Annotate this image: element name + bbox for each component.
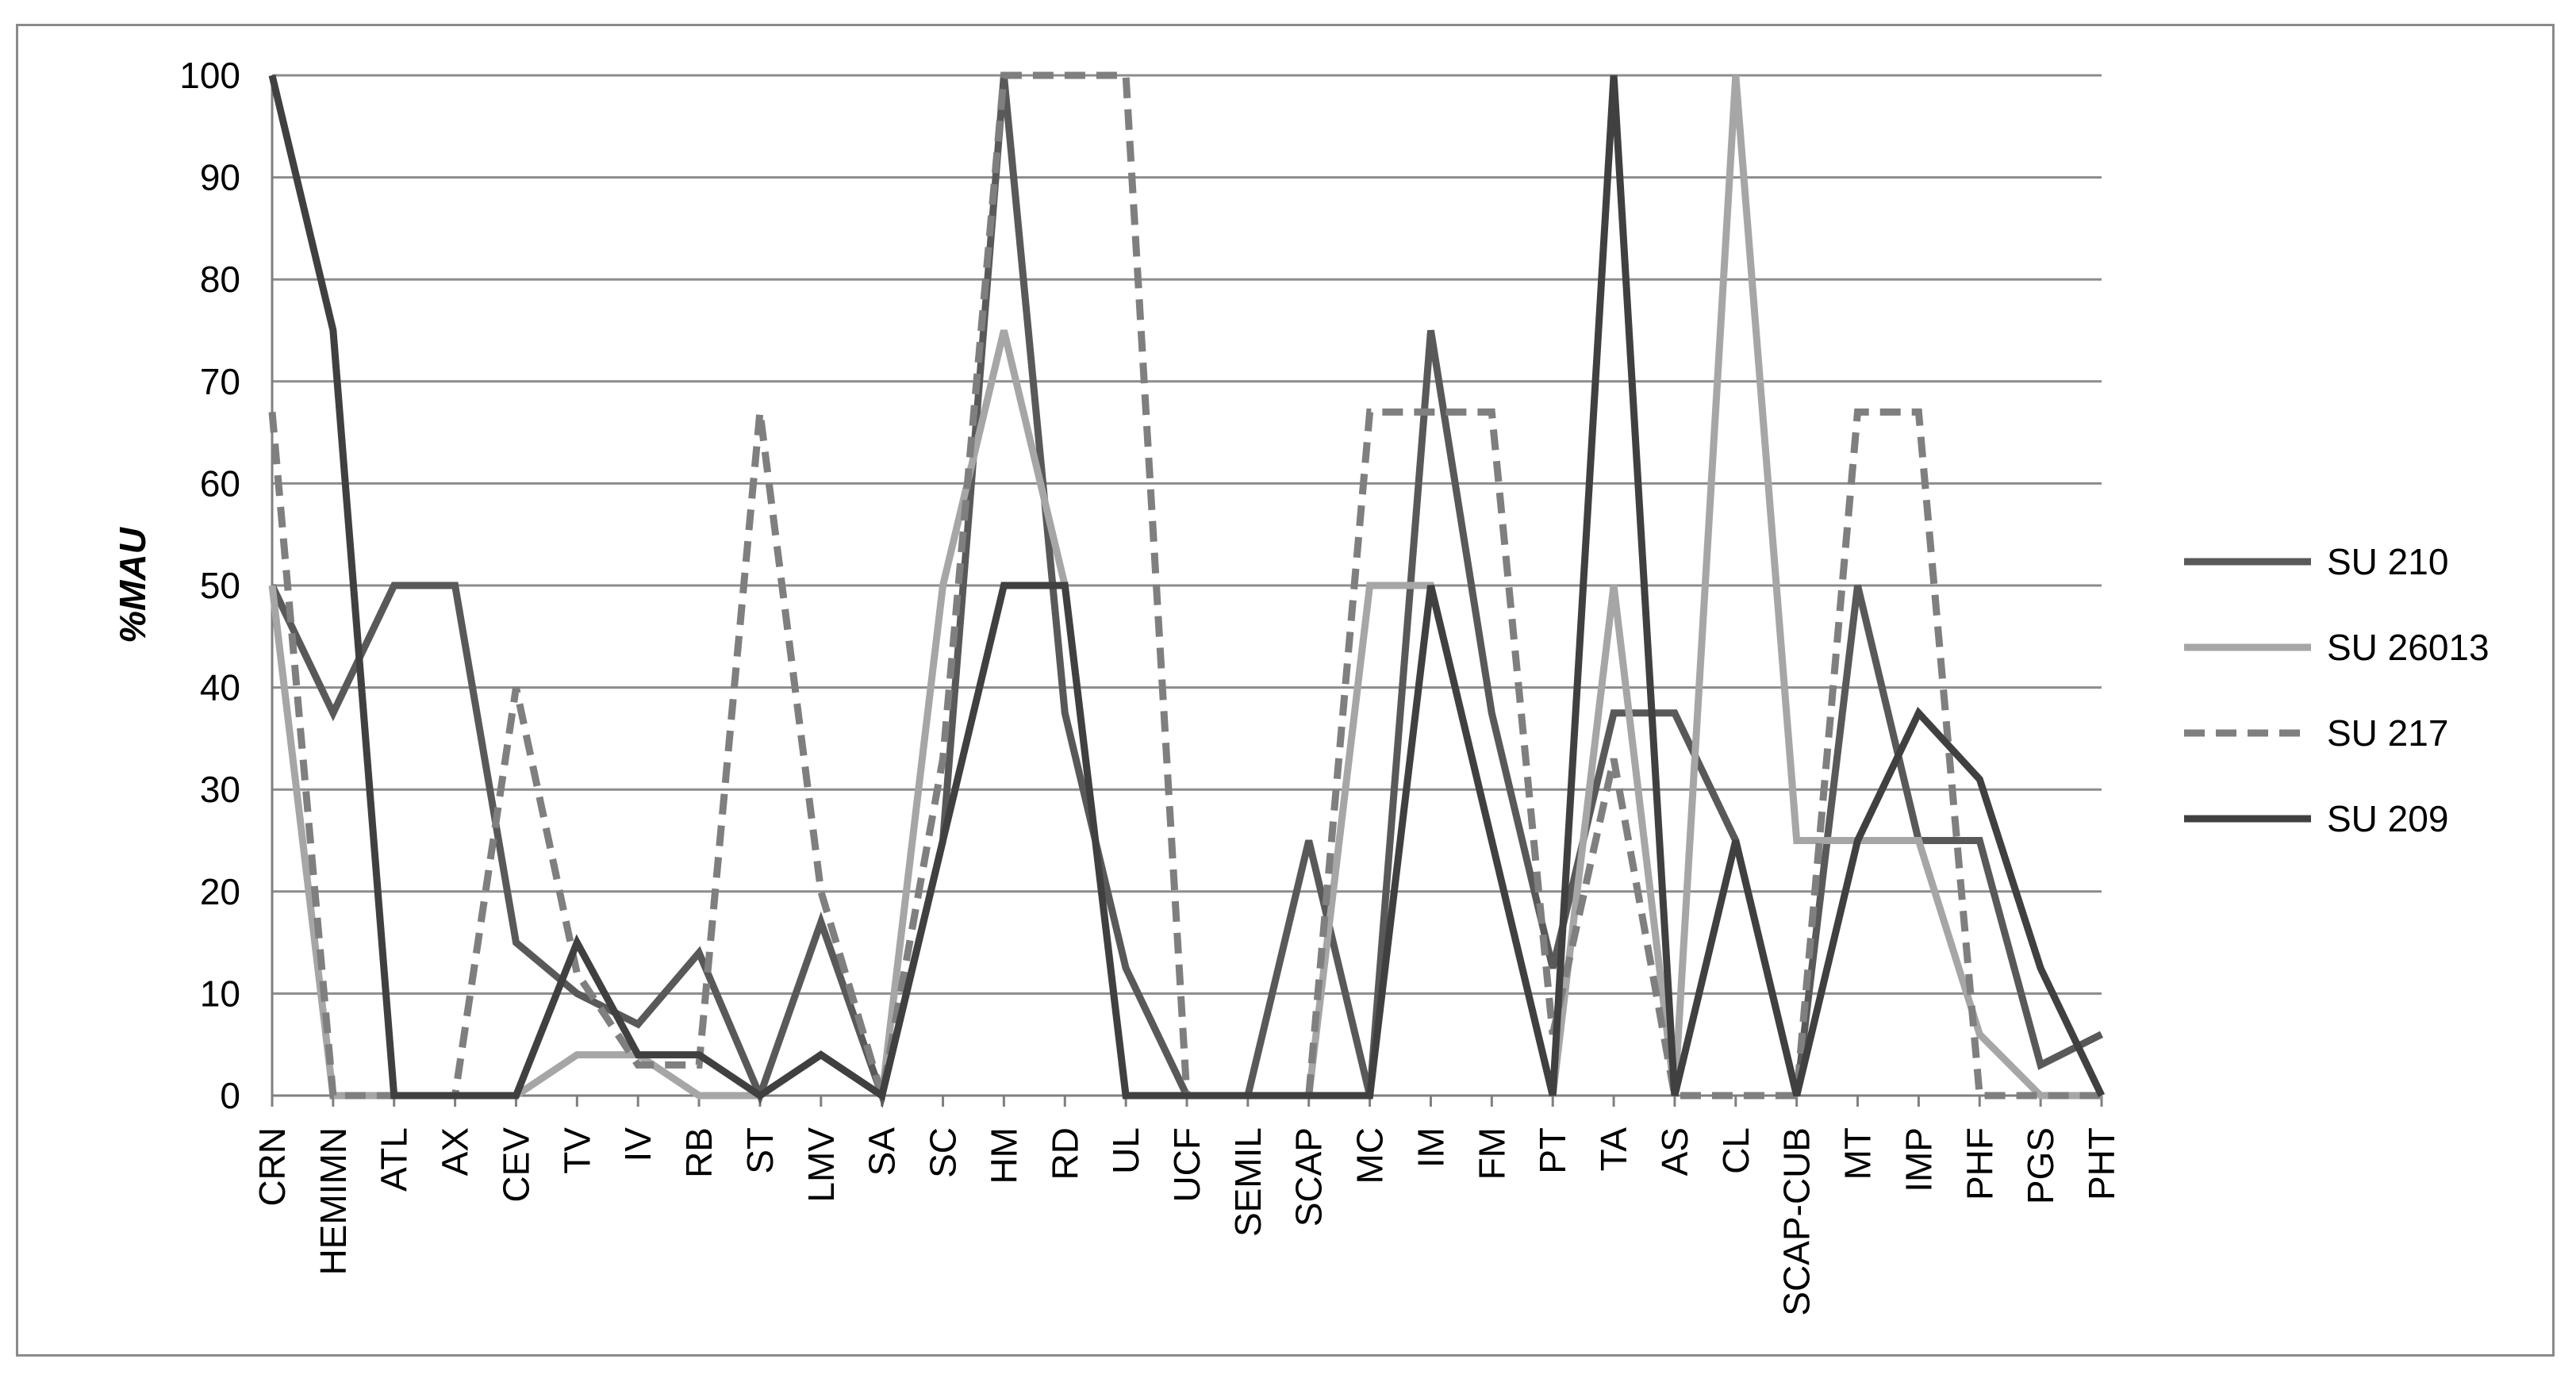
legend: SU 210 SU 26013 SU 217 SU 209	[2184, 541, 2490, 839]
x-tick-label: IV	[617, 1127, 658, 1162]
y-tick-label: 50	[200, 565, 240, 606]
series-line-3	[268, 74, 2106, 1102]
gridlines	[272, 74, 2102, 995]
line-chart: 0 10 20 30 40 50 60 70 80 90 100 CRN HEMIMN ATL AX CEV…	[112, 55, 2490, 1316]
x-tick-label: LMV	[800, 1127, 842, 1203]
x-tick-label: CRN	[251, 1127, 293, 1207]
series-lines	[268, 71, 2106, 1108]
x-tick-label: AS	[1654, 1127, 1695, 1176]
y-tick-label: 80	[200, 259, 240, 300]
y-tick-label: 0	[220, 1075, 240, 1116]
x-tick-label: IMP	[1898, 1127, 1939, 1192]
y-tick-label: 70	[200, 361, 240, 402]
legend-label-0: SU 210	[2327, 541, 2448, 582]
x-tick-label: RD	[1044, 1127, 1085, 1180]
x-tick-label: CEV	[495, 1127, 536, 1203]
x-tick-label: PGS	[2020, 1127, 2061, 1204]
y-tick-label: 10	[200, 973, 240, 1014]
x-tick-label: PT	[1532, 1127, 1573, 1174]
x-tick-label: UL	[1105, 1127, 1146, 1174]
x-tick-label: UCF	[1166, 1127, 1207, 1203]
x-tick-label: SCAP-CUB	[1776, 1127, 1818, 1316]
x-tick-label: PHT	[2081, 1127, 2122, 1200]
x-tick-label: PHF	[1959, 1127, 2000, 1200]
x-tick-label: SC	[923, 1127, 964, 1178]
legend-label-2: SU 217	[2327, 712, 2448, 754]
x-tick-label: MT	[1837, 1127, 1879, 1180]
x-tick-label: MC	[1349, 1127, 1391, 1184]
x-tick-label: SA	[862, 1127, 903, 1176]
x-tick-label: FM	[1471, 1127, 1512, 1180]
y-tick-labels: 0 10 20 30 40 50 60 70 80 90 100	[179, 55, 240, 1116]
y-tick-label: 40	[200, 667, 240, 708]
x-tick-label: SCAP	[1288, 1127, 1330, 1226]
axes	[271, 75, 2103, 1107]
legend-label-1: SU 26013	[2327, 627, 2490, 668]
x-tick-label: ATL	[374, 1127, 415, 1192]
chart-frame: 0 10 20 30 40 50 60 70 80 90 100 CRN HEMIMN ATL AX CEV…	[16, 24, 2555, 1357]
x-tick-label: HEMIMN	[313, 1127, 354, 1276]
x-tick-label: AX	[435, 1127, 476, 1176]
x-tick-label: CL	[1715, 1127, 1756, 1174]
x-tick-label: ST	[739, 1127, 781, 1174]
legend-label-3: SU 209	[2327, 798, 2448, 839]
y-tick-label: 90	[200, 157, 240, 198]
x-tick-label: TA	[1593, 1127, 1634, 1172]
y-axis-title: %MAU	[112, 526, 153, 643]
x-tick-label: RB	[678, 1127, 720, 1178]
y-tick-label: 20	[200, 871, 240, 912]
x-tick-labels: CRN HEMIMN ATL AX CEV TV IV RB ST LMV SA SC HM RD UL UC…	[251, 1127, 2122, 1316]
y-tick-label: 100	[179, 55, 240, 96]
y-tick-label: 60	[200, 463, 240, 504]
x-tick-label: IM	[1410, 1127, 1451, 1168]
x-tick-label: SEMIL	[1227, 1127, 1269, 1237]
x-tick-label: TV	[556, 1127, 597, 1174]
x-tick-label: HM	[983, 1127, 1024, 1184]
y-tick-label: 30	[200, 769, 240, 810]
